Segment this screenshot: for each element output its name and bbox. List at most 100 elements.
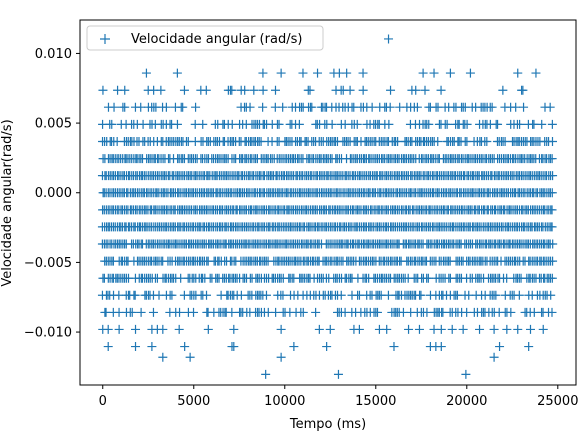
data-point — [420, 85, 430, 95]
data-point — [276, 324, 286, 334]
data-point — [185, 352, 195, 362]
data-point — [249, 85, 259, 95]
data-point — [385, 102, 395, 112]
data-point — [513, 68, 523, 78]
legend-marker-plus — [100, 34, 110, 44]
data-point — [327, 119, 337, 129]
data-point — [546, 290, 556, 300]
data-point — [475, 324, 485, 334]
data-point — [518, 85, 528, 95]
data-point — [179, 85, 189, 95]
data-point — [147, 342, 157, 352]
data-point — [531, 68, 541, 78]
x-axis-ticks: 0 5000 10000 15000 20000 25000 — [99, 385, 578, 409]
data-point — [384, 34, 394, 44]
data-point — [336, 290, 346, 300]
x-tick-label: 10000 — [264, 394, 305, 409]
data-point — [436, 85, 446, 95]
data-point — [345, 85, 355, 95]
data-point — [423, 273, 433, 283]
data-point — [131, 324, 141, 334]
data-point — [311, 307, 321, 317]
data-point — [274, 119, 284, 129]
data-point — [506, 307, 516, 317]
y-tick-label: 0.000 — [35, 186, 72, 201]
legend: Velocidade angular (rad/s) — [86, 25, 324, 51]
data-point — [276, 352, 286, 362]
data-point — [107, 119, 117, 129]
data-point — [258, 68, 268, 78]
data-point — [524, 342, 534, 352]
data-point — [158, 324, 168, 334]
data-point — [519, 102, 529, 112]
data-point — [514, 290, 524, 300]
data-point — [358, 85, 368, 95]
data-point — [462, 119, 472, 129]
x-tick-label: 15000 — [355, 394, 396, 409]
data-point — [547, 273, 557, 283]
legend-box — [86, 25, 324, 51]
data-point — [261, 290, 271, 300]
data-point — [313, 68, 323, 78]
data-point — [325, 324, 335, 334]
data-point — [180, 342, 190, 352]
data-point — [245, 102, 255, 112]
data-point — [136, 102, 146, 112]
plot-background — [80, 20, 576, 385]
data-point — [190, 119, 200, 129]
data-point — [307, 102, 317, 112]
data-point — [305, 85, 315, 95]
data-point — [547, 205, 557, 215]
data-point — [354, 324, 364, 334]
data-point — [131, 342, 141, 352]
data-point — [229, 342, 239, 352]
data-point — [98, 85, 108, 95]
data-point — [172, 68, 182, 78]
data-point — [342, 68, 352, 78]
y-tick-label: −0.005 — [24, 256, 72, 271]
data-point — [491, 290, 501, 300]
data-point — [452, 290, 462, 300]
data-point — [148, 307, 158, 317]
data-point — [547, 188, 557, 198]
data-point — [433, 136, 443, 146]
data-point — [384, 119, 394, 129]
data-point — [547, 307, 557, 317]
data-point — [487, 102, 497, 112]
data-point — [367, 102, 377, 112]
data-point — [538, 324, 548, 334]
x-axis-label: Tempo (ms) — [289, 417, 366, 432]
y-axis-label: Velocidade angular(rad/s) — [0, 119, 15, 286]
data-point — [120, 102, 130, 112]
data-point — [270, 85, 280, 95]
data-point — [258, 102, 268, 112]
data-point — [458, 324, 468, 334]
data-point — [227, 85, 237, 95]
data-point — [404, 324, 414, 334]
data-point — [352, 119, 362, 129]
data-point — [358, 68, 368, 78]
data-point — [547, 154, 557, 164]
data-point — [276, 68, 286, 78]
data-point — [167, 290, 177, 300]
data-point — [294, 119, 304, 129]
x-tick-label: 5000 — [177, 394, 210, 409]
data-point — [229, 324, 239, 334]
data-point — [109, 102, 119, 112]
data-point — [529, 119, 539, 129]
data-point — [114, 324, 124, 334]
data-point — [515, 119, 525, 129]
data-point — [172, 119, 182, 129]
data-point — [103, 324, 113, 334]
data-point — [436, 324, 446, 334]
data-point — [202, 290, 212, 300]
data-point — [418, 68, 428, 78]
data-point — [174, 324, 184, 334]
data-point — [389, 342, 399, 352]
x-tick-label: 25000 — [537, 394, 578, 409]
y-tick-label: −0.010 — [24, 326, 72, 341]
data-point — [372, 307, 382, 317]
data-point — [198, 119, 208, 129]
data-point — [412, 102, 422, 112]
data-point — [314, 324, 324, 334]
